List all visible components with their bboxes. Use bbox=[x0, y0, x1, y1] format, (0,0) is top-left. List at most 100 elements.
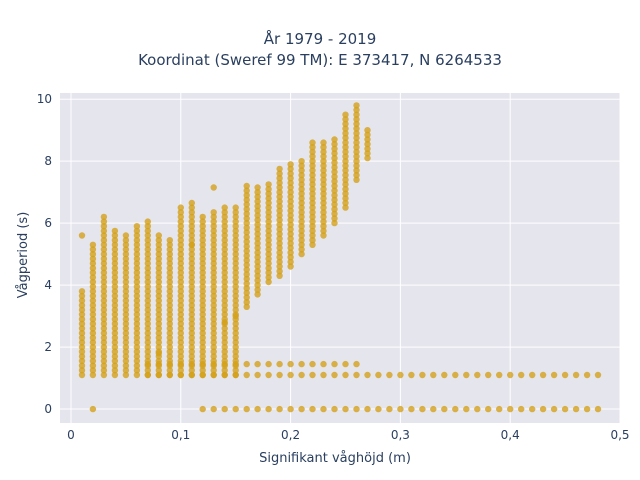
data-point bbox=[188, 250, 195, 258]
data-point bbox=[331, 201, 338, 208]
data-point bbox=[89, 320, 97, 327]
data-point bbox=[133, 241, 141, 248]
data-point bbox=[78, 353, 86, 360]
data-point bbox=[287, 249, 294, 256]
data-point bbox=[100, 292, 108, 300]
data-point bbox=[133, 237, 141, 244]
data-point bbox=[89, 311, 97, 318]
data-point bbox=[144, 339, 151, 346]
data-point bbox=[100, 264, 108, 272]
data-point bbox=[276, 189, 283, 196]
data-point bbox=[100, 255, 108, 262]
data-point bbox=[572, 371, 580, 379]
data-point bbox=[177, 288, 184, 295]
data-point bbox=[276, 230, 283, 238]
data-point bbox=[276, 179, 283, 187]
data-point bbox=[232, 325, 239, 332]
data-point bbox=[287, 244, 294, 252]
data-point bbox=[100, 334, 108, 341]
data-point bbox=[298, 176, 305, 183]
data-point bbox=[539, 405, 547, 413]
data-point bbox=[265, 269, 272, 276]
data-point bbox=[144, 227, 151, 235]
data-point bbox=[353, 139, 360, 146]
data-point bbox=[254, 254, 261, 261]
data-point bbox=[232, 360, 239, 368]
data-point bbox=[111, 232, 119, 239]
data-point bbox=[221, 319, 228, 326]
data-point bbox=[78, 362, 86, 369]
data-point bbox=[221, 246, 228, 253]
data-point bbox=[89, 348, 97, 355]
data-point bbox=[177, 343, 184, 351]
data-point bbox=[155, 232, 162, 239]
data-point bbox=[221, 371, 228, 379]
data-point bbox=[89, 316, 97, 323]
data-point bbox=[342, 125, 349, 132]
data-point bbox=[111, 302, 119, 309]
data-point bbox=[232, 371, 239, 379]
data-point bbox=[287, 161, 294, 168]
data-point bbox=[199, 283, 206, 290]
data-point bbox=[221, 288, 228, 295]
data-point bbox=[177, 204, 184, 211]
data-point bbox=[419, 405, 426, 413]
data-point bbox=[78, 320, 86, 327]
data-point bbox=[188, 260, 195, 267]
data-point bbox=[254, 216, 261, 224]
data-point bbox=[111, 371, 119, 379]
data-point bbox=[210, 334, 217, 341]
data-point bbox=[100, 283, 108, 290]
y-axis-ticks: 0 2 4 6 8 10 bbox=[37, 92, 52, 416]
data-point bbox=[309, 204, 316, 211]
data-point bbox=[100, 325, 108, 332]
data-point bbox=[287, 175, 294, 182]
data-point bbox=[199, 316, 206, 323]
data-point bbox=[232, 306, 239, 314]
data-point bbox=[364, 154, 371, 162]
data-point bbox=[89, 357, 97, 365]
data-point bbox=[122, 250, 130, 258]
data-point bbox=[100, 232, 108, 239]
data-point bbox=[232, 367, 239, 374]
data-point bbox=[100, 269, 108, 276]
data-point bbox=[133, 274, 141, 281]
data-point bbox=[276, 216, 283, 224]
data-point bbox=[144, 274, 151, 281]
data-point bbox=[155, 283, 162, 290]
data-point bbox=[342, 360, 349, 368]
data-point bbox=[320, 158, 327, 165]
data-point bbox=[177, 297, 184, 304]
x-tick-label: 0,3 bbox=[391, 428, 410, 442]
data-point bbox=[243, 261, 250, 269]
data-point bbox=[221, 283, 228, 290]
data-point bbox=[550, 371, 558, 379]
data-point bbox=[232, 227, 239, 235]
data-point bbox=[78, 343, 86, 351]
data-point bbox=[276, 258, 283, 266]
data-point bbox=[320, 360, 327, 368]
data-point bbox=[111, 227, 119, 235]
data-point bbox=[320, 162, 327, 169]
data-point bbox=[133, 320, 141, 327]
data-point bbox=[133, 348, 141, 355]
data-point bbox=[100, 260, 108, 267]
data-point bbox=[243, 285, 250, 292]
data-point bbox=[111, 343, 119, 351]
data-point bbox=[188, 325, 195, 332]
data-point bbox=[276, 207, 283, 214]
data-point bbox=[298, 209, 305, 216]
data-point bbox=[276, 254, 283, 261]
data-point bbox=[111, 339, 119, 346]
data-point bbox=[331, 136, 338, 143]
data-point bbox=[232, 218, 239, 225]
data-point bbox=[177, 260, 184, 267]
data-point bbox=[210, 255, 217, 262]
data-point bbox=[254, 291, 261, 298]
data-point bbox=[188, 334, 195, 341]
data-point bbox=[210, 283, 217, 290]
data-point bbox=[221, 260, 228, 267]
data-point bbox=[265, 223, 272, 230]
data-point bbox=[210, 278, 217, 286]
data-point bbox=[309, 185, 316, 193]
